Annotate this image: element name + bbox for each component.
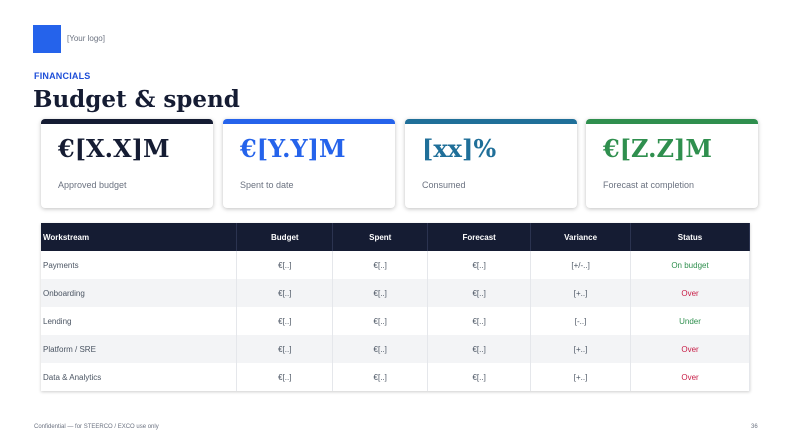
cell-spent: €[..]	[332, 363, 429, 391]
kpi-card-approved-budget: €[X.X]M Approved budget	[41, 119, 213, 208]
column-header-budget: Budget	[236, 223, 334, 251]
cell-budget: €[..]	[236, 251, 334, 279]
kpi-label: Forecast at completion	[603, 180, 695, 190]
kpi-card-accent-bar	[41, 119, 213, 124]
budget-table: Workstream Budget Spent Forecast Varianc…	[41, 223, 750, 391]
column-header-spent: Spent	[332, 223, 429, 251]
kpi-value: [xx]%	[422, 134, 497, 163]
cell-budget: €[..]	[236, 307, 334, 335]
kpi-value: €[X.X]M	[58, 134, 170, 163]
cell-budget: €[..]	[236, 335, 334, 363]
page-title: Budget & spend	[33, 86, 240, 113]
cell-workstream: Onboarding	[41, 279, 238, 307]
table-row: Onboarding €[..] €[..] €[..] [+..] Over	[41, 279, 750, 307]
cell-variance: [+/-..]	[530, 251, 632, 279]
kpi-value: €[Y.Y]M	[240, 134, 346, 163]
cell-spent: €[..]	[332, 307, 429, 335]
kpi-card-accent-bar	[223, 119, 395, 124]
page-number: 36	[751, 424, 758, 430]
cell-workstream: Data & Analytics	[41, 363, 238, 391]
cell-status: Under	[630, 307, 750, 335]
kpi-label: Spent to date	[240, 180, 294, 190]
kpi-card-accent-bar	[586, 119, 758, 124]
cell-forecast: €[..]	[427, 251, 532, 279]
cell-workstream: Payments	[41, 251, 238, 279]
cell-forecast: €[..]	[427, 335, 532, 363]
cell-forecast: €[..]	[427, 279, 532, 307]
cell-budget: €[..]	[236, 363, 334, 391]
table-header-row: Workstream Budget Spent Forecast Varianc…	[41, 223, 750, 251]
cell-status: Over	[630, 335, 750, 363]
logo-text: [Your logo]	[67, 34, 105, 43]
cell-spent: €[..]	[332, 335, 429, 363]
kpi-label: Approved budget	[58, 180, 127, 190]
cell-budget: €[..]	[236, 279, 334, 307]
table-row: Payments €[..] €[..] €[..] [+/-..] On bu…	[41, 251, 750, 279]
cell-variance: [+..]	[530, 279, 632, 307]
column-header-variance: Variance	[530, 223, 632, 251]
cell-status: Over	[630, 363, 750, 391]
cell-forecast: €[..]	[427, 307, 532, 335]
kpi-card-consumed: [xx]% Consumed	[405, 119, 577, 208]
kpi-card-spent-to-date: €[Y.Y]M Spent to date	[223, 119, 395, 208]
kpi-card-forecast-at-completion: €[Z.Z]M Forecast at completion	[586, 119, 758, 208]
cell-variance: [+..]	[530, 335, 632, 363]
cell-spent: €[..]	[332, 251, 429, 279]
cell-workstream: Lending	[41, 307, 238, 335]
kpi-card-accent-bar	[405, 119, 577, 124]
cell-spent: €[..]	[332, 279, 429, 307]
confidential-footer: Confidential — for STEERCO / EXCO use on…	[34, 424, 159, 430]
column-header-status: Status	[630, 223, 750, 251]
cell-workstream: Platform / SRE	[41, 335, 238, 363]
logo-placeholder	[33, 25, 61, 53]
column-header-workstream: Workstream	[41, 223, 238, 251]
cell-variance: [-..]	[530, 307, 632, 335]
cell-forecast: €[..]	[427, 363, 532, 391]
table-row: Platform / SRE €[..] €[..] €[..] [+..] O…	[41, 335, 750, 363]
cell-status: On budget	[630, 251, 750, 279]
kpi-value: €[Z.Z]M	[603, 134, 712, 163]
column-header-forecast: Forecast	[427, 223, 532, 251]
table-row: Data & Analytics €[..] €[..] €[..] [+..]…	[41, 363, 750, 391]
cell-variance: [+..]	[530, 363, 632, 391]
cell-status: Over	[630, 279, 750, 307]
kpi-label: Consumed	[422, 180, 466, 190]
section-label: FINANCIALS	[34, 71, 91, 81]
table-row: Lending €[..] €[..] €[..] [-..] Under	[41, 307, 750, 335]
